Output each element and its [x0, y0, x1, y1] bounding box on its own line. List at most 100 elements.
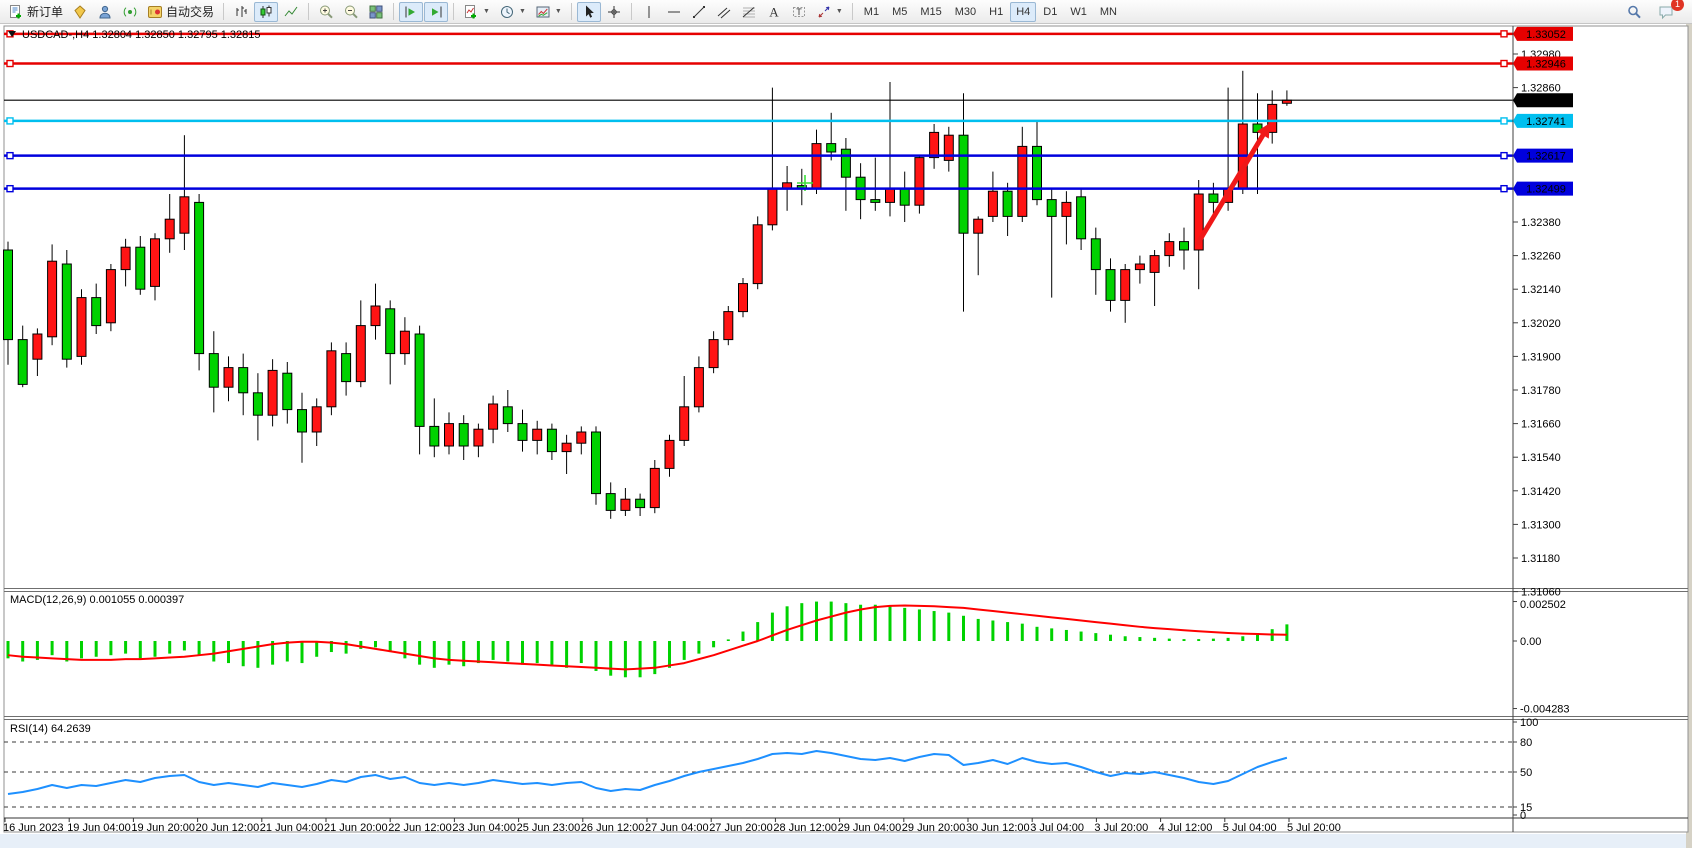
horizontal-line-button[interactable] [662, 2, 686, 22]
candle-body [120, 246, 131, 271]
toolbar-separator [453, 3, 455, 20]
candle-body [958, 134, 969, 234]
price-badge-label: 1.32741 [1526, 116, 1566, 128]
auto-scroll-button[interactable] [399, 1, 424, 22]
timeframe-m30[interactable]: M30 [949, 2, 982, 22]
time-tick-label: 27 Jun 20:00 [709, 822, 773, 834]
timeframe-m5[interactable]: M5 [886, 2, 913, 22]
line-handle[interactable] [1500, 117, 1508, 125]
candle-body [752, 224, 763, 285]
timeframe-w1[interactable]: W1 [1064, 2, 1093, 22]
new-order-icon [10, 4, 21, 18]
price-badge [1513, 113, 1573, 128]
toolbar-separator [570, 3, 572, 20]
text-label-icon: T [792, 6, 805, 17]
profiles-button[interactable] [93, 2, 117, 22]
indicators-icon [465, 4, 477, 18]
candlestick-button[interactable] [254, 1, 279, 22]
indicators-button[interactable]: ▼ [459, 2, 494, 22]
hline-icon [667, 11, 680, 12]
toolbar-right: 1 [1622, 0, 1688, 22]
chevron-down-icon: ▼ [554, 8, 562, 15]
crosshair-button[interactable] [602, 2, 626, 22]
line-handle[interactable] [6, 117, 14, 125]
autotrading-button[interactable]: 自动交易 [143, 2, 218, 22]
candle-body [973, 218, 984, 234]
candle-body [943, 134, 954, 161]
candle-body [282, 372, 293, 411]
arrows-button[interactable]: ▼ [812, 2, 847, 22]
time-tick-label: 20 Jun 12:00 [196, 822, 260, 834]
candle-body [576, 431, 587, 444]
tile-windows-button[interactable] [364, 2, 388, 22]
toolbar-separator [223, 3, 225, 20]
timeframe-m1[interactable]: M1 [858, 2, 885, 22]
line-handle[interactable] [6, 184, 14, 193]
candle-body [708, 339, 719, 369]
time-tick-label: 23 Jun 04:00 [452, 822, 516, 834]
line-handle[interactable] [1500, 184, 1508, 193]
cursor-button[interactable] [576, 1, 601, 22]
tile-windows-icon [369, 5, 383, 18]
zoom-in-button[interactable] [314, 2, 338, 22]
line-handle[interactable] [1500, 59, 1508, 68]
templates-button[interactable]: ▼ [531, 2, 566, 22]
candle-body [1061, 201, 1072, 217]
candle-body [620, 498, 631, 511]
time-tick-label: 29 Jun 04:00 [838, 822, 902, 834]
chat-button[interactable]: 1 [1654, 0, 1684, 22]
new-order-button[interactable]: 新订单 [4, 2, 67, 22]
trendline-button[interactable] [687, 2, 711, 22]
trend-arrow[interactable] [1195, 132, 1266, 246]
button-label: W1 [1070, 5, 1087, 18]
line-chart-button[interactable] [279, 2, 303, 22]
timeframe-mn[interactable]: MN [1094, 2, 1123, 22]
autotrading-icon [148, 5, 163, 18]
candle-body [929, 131, 940, 159]
signals-button[interactable] [118, 2, 142, 22]
candle-body [194, 201, 205, 355]
toolbar-separator [851, 3, 853, 20]
candle-body [179, 196, 190, 234]
trend-arrow-head[interactable] [1256, 123, 1270, 139]
candle-body [385, 308, 396, 355]
price-tick-label: 1.31420 [1521, 486, 1561, 498]
text-label-button[interactable]: T [787, 2, 811, 22]
channel-button[interactable] [712, 2, 736, 22]
candle-body [840, 148, 851, 178]
zoom-out-icon [345, 5, 358, 18]
timeframe-h1[interactable]: H1 [983, 2, 1009, 22]
text-button[interactable]: A [762, 2, 786, 22]
toolbar-separator [630, 3, 632, 20]
fibonacci-icon [742, 6, 755, 17]
candle-body [444, 423, 454, 447]
line-handle[interactable] [1500, 151, 1508, 160]
candle-body [164, 218, 175, 240]
periods-button[interactable]: ▼ [495, 2, 530, 22]
line-handle[interactable] [6, 59, 14, 68]
line-handle[interactable] [1500, 30, 1508, 38]
trendline-icon [692, 5, 705, 18]
search-button[interactable] [1622, 2, 1646, 22]
price-badge [1513, 181, 1573, 196]
candle-body [1134, 263, 1145, 271]
zoom-out-button[interactable] [339, 2, 363, 22]
vertical-line-button[interactable] [637, 2, 661, 22]
candle-body [914, 157, 925, 206]
fibonacci-button[interactable] [737, 2, 761, 22]
candle-body [297, 409, 307, 433]
button-label: H4 [1016, 5, 1031, 18]
timeframe-m15[interactable]: M15 [914, 2, 947, 22]
chart-shift-button[interactable] [424, 1, 449, 22]
price-tick-label: 1.31060 [1521, 587, 1561, 599]
line-handle[interactable] [6, 151, 14, 160]
price-badge-label: 1.32499 [1526, 184, 1566, 196]
market-watch-button[interactable] [68, 2, 92, 22]
timeframe-d1[interactable]: D1 [1037, 2, 1063, 22]
bar-chart-button[interactable] [229, 2, 253, 22]
candle-body [1032, 145, 1042, 201]
chart-shift-icon [432, 6, 442, 17]
candle-body [238, 367, 249, 394]
timeframe-h4[interactable]: H4 [1010, 1, 1037, 22]
candle-body [208, 353, 219, 388]
